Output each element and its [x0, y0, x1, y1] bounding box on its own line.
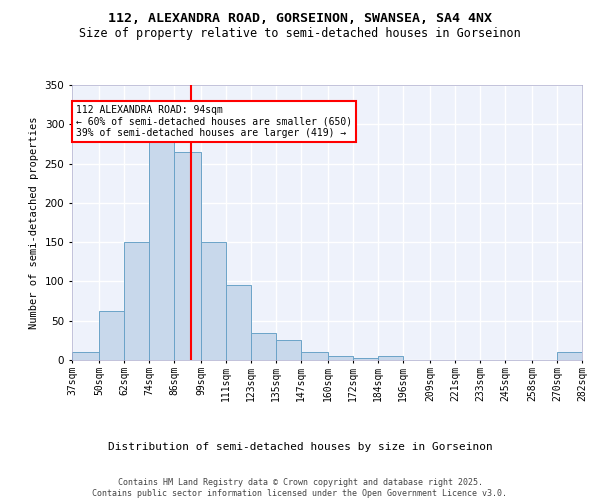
Bar	[378, 356, 403, 360]
Bar	[328, 356, 353, 360]
Text: 112 ALEXANDRA ROAD: 94sqm
← 60% of semi-detached houses are smaller (650)
39% of: 112 ALEXANDRA ROAD: 94sqm ← 60% of semi-…	[76, 104, 352, 138]
Bar	[201, 242, 226, 360]
Bar	[99, 312, 124, 360]
Text: 112, ALEXANDRA ROAD, GORSEINON, SWANSEA, SA4 4NX: 112, ALEXANDRA ROAD, GORSEINON, SWANSEA,…	[108, 12, 492, 26]
Bar	[226, 286, 251, 360]
Bar	[149, 140, 174, 360]
Bar	[251, 332, 276, 360]
Bar	[353, 358, 378, 360]
Bar	[557, 352, 582, 360]
Bar	[276, 340, 301, 360]
Y-axis label: Number of semi-detached properties: Number of semi-detached properties	[29, 116, 39, 329]
Text: Contains HM Land Registry data © Crown copyright and database right 2025.
Contai: Contains HM Land Registry data © Crown c…	[92, 478, 508, 498]
Bar	[72, 352, 99, 360]
Bar	[124, 242, 149, 360]
Bar	[301, 352, 328, 360]
Text: Distribution of semi-detached houses by size in Gorseinon: Distribution of semi-detached houses by …	[107, 442, 493, 452]
Bar	[174, 152, 201, 360]
Text: Size of property relative to semi-detached houses in Gorseinon: Size of property relative to semi-detach…	[79, 28, 521, 40]
